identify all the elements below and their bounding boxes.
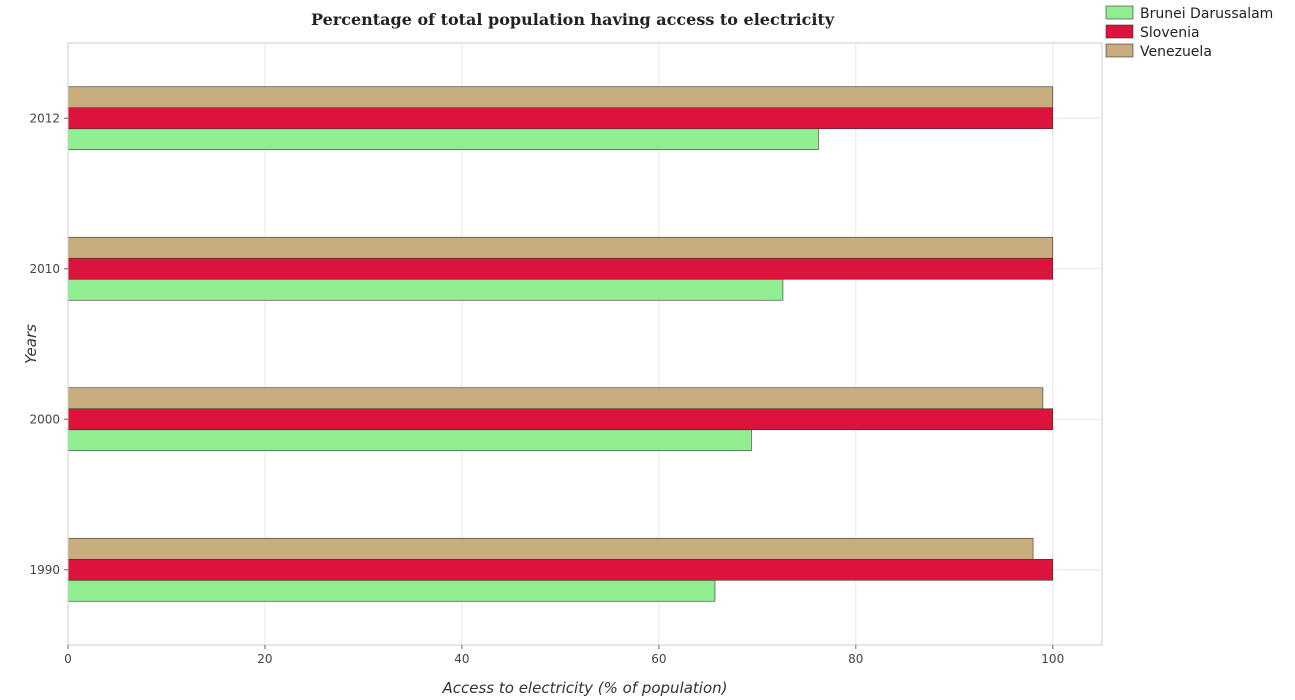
- y-tick-label: 2012: [29, 111, 60, 125]
- bar-venezuela-2010: [67, 236, 1054, 259]
- bar-venezuela-2000: [67, 387, 1044, 410]
- legend-label: Brunei Darussalam: [1140, 6, 1273, 22]
- x-axis-title: Access to electricity (% of population): [441, 679, 727, 697]
- bar-slovenia-2012: [67, 107, 1054, 130]
- legend-label: Slovenia: [1140, 25, 1200, 41]
- legend: Brunei Darussalam Slovenia Venezuela: [1105, 5, 1273, 60]
- x-tick-label: 0: [64, 652, 72, 666]
- bars: [67, 86, 1054, 602]
- bar-venezuela-1990: [67, 537, 1034, 560]
- plot-frame: [67, 42, 1103, 646]
- x-tick-label: 40: [454, 652, 469, 666]
- x-tick-label: 100: [1041, 652, 1064, 666]
- x-tick-label: 20: [257, 652, 272, 666]
- y-axis-title: Years: [22, 324, 40, 364]
- bar-slovenia-2000: [67, 408, 1054, 431]
- axis-ticks: 0 20 40 60 80 100 1990 2000 2010 2012: [29, 111, 1064, 666]
- bar-brunei-darussalam-2000: [67, 429, 752, 452]
- y-tick-label: 2000: [29, 412, 60, 426]
- bar-brunei-darussalam-2010: [67, 278, 784, 301]
- bar-venezuela-2012: [67, 86, 1054, 109]
- legend-swatch: [1105, 43, 1134, 58]
- x-tick-label: 80: [848, 652, 863, 666]
- y-tick-label: 2010: [29, 262, 60, 276]
- x-tick-label: 60: [651, 652, 666, 666]
- chart-title: Percentage of total population having ac…: [311, 10, 835, 29]
- y-tick-label: 1990: [29, 563, 60, 577]
- legend-swatch: [1105, 5, 1134, 20]
- legend-swatch: [1105, 24, 1134, 39]
- bar-brunei-darussalam-1990: [67, 579, 716, 602]
- bar-slovenia-1990: [67, 558, 1054, 581]
- bar-brunei-darussalam-2012: [67, 128, 819, 151]
- bar-slovenia-2010: [67, 257, 1054, 280]
- legend-label: Venezuela: [1140, 44, 1212, 60]
